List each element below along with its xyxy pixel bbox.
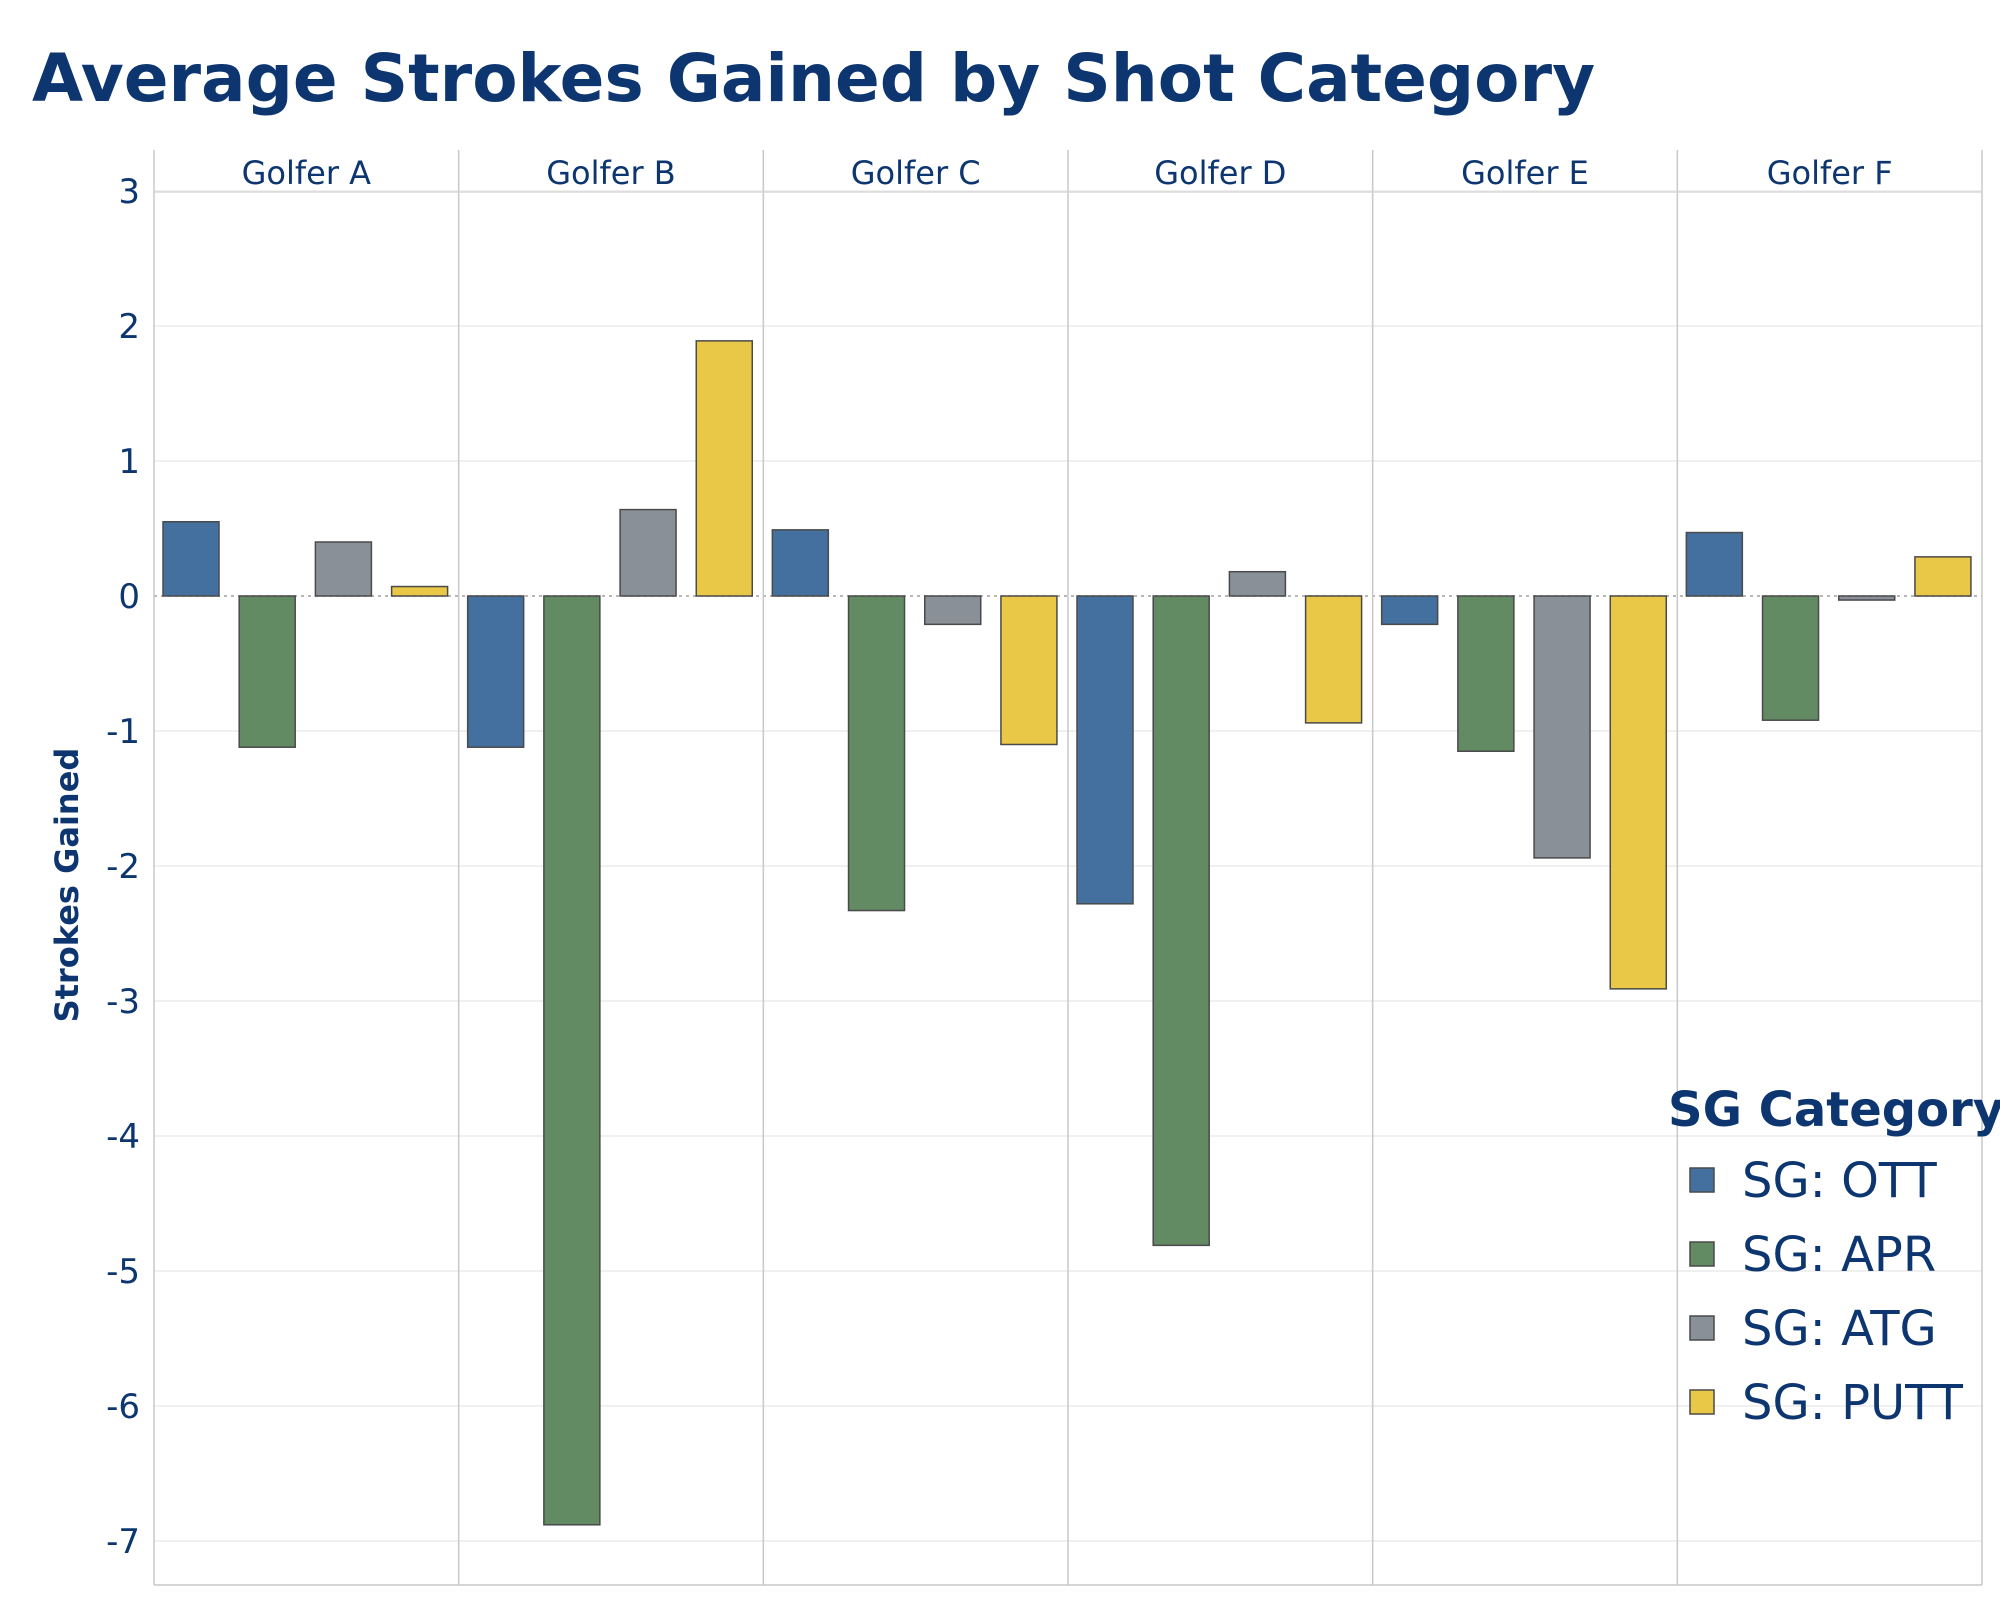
y-tick-label: 3 (118, 172, 140, 212)
bar (1837, 595, 1896, 601)
y-axis: 3 2 1 0 -1 -2 -3 -4 -5 -6 -7 Strokes Gained (48, 172, 140, 1562)
bar (238, 595, 296, 748)
y-tick-label: 0 (118, 577, 140, 617)
y-tick-label: 1 (118, 442, 140, 482)
y-tick-label: -7 (106, 1522, 140, 1562)
legend-swatch (1689, 1315, 1715, 1341)
y-tick-label: -3 (106, 982, 140, 1022)
legend-swatch (1689, 1241, 1715, 1267)
panel-label: Golfer E (1461, 154, 1589, 192)
bar (466, 595, 525, 748)
bar (1380, 595, 1439, 626)
legend-label: SG: APR (1742, 1227, 1936, 1283)
bar (1228, 570, 1287, 597)
bar (1685, 531, 1744, 597)
legend-title: SG Category (1668, 1082, 2000, 1138)
y-tick-label: -6 (106, 1387, 140, 1427)
bar (1304, 595, 1363, 724)
bar (1000, 595, 1058, 746)
bar (1533, 595, 1591, 859)
legend: SG Category SG: OTT SG: APR SG: ATG SG: PUTT (1668, 1082, 2000, 1431)
bar (314, 541, 373, 597)
bar (847, 595, 906, 912)
y-axis-title: Strokes Gained (48, 748, 86, 1023)
panel-label: Golfer C (851, 154, 981, 192)
bar (1457, 595, 1515, 752)
bar (695, 340, 754, 597)
legend-label: SG: ATG (1742, 1301, 1937, 1357)
bar (771, 529, 830, 597)
panel-label: Golfer B (546, 154, 676, 192)
y-tick-label: 2 (118, 307, 140, 347)
chart-title: Average Strokes Gained by Shot Category (32, 40, 1596, 117)
y-tick-label: -2 (106, 847, 140, 887)
bar (543, 595, 601, 1526)
legend-swatch (1689, 1389, 1715, 1415)
bar (619, 508, 677, 597)
y-tick-label: -5 (106, 1252, 140, 1292)
bar (1076, 595, 1134, 905)
bars (162, 340, 1972, 1526)
y-tick-label: -1 (106, 712, 140, 752)
legend-label: SG: OTT (1742, 1153, 1937, 1209)
bar (1609, 595, 1668, 990)
panel-dividers (153, 150, 1983, 1586)
panel-label: Golfer D (1154, 154, 1286, 192)
y-tick-label: -4 (106, 1117, 140, 1157)
bar (1914, 556, 1972, 597)
bar (162, 521, 220, 597)
legend-swatch (1689, 1167, 1715, 1193)
panel-headers: Golfer A Golfer B Golfer C Golfer D Golfer E… (242, 154, 1893, 192)
panel-label: Golfer A (242, 154, 372, 192)
legend-label: SG: PUTT (1742, 1375, 1964, 1431)
panel-label: Golfer F (1767, 154, 1893, 192)
bar (1761, 595, 1820, 721)
bar (1152, 595, 1210, 1247)
bar (390, 585, 449, 597)
bar (923, 595, 982, 626)
